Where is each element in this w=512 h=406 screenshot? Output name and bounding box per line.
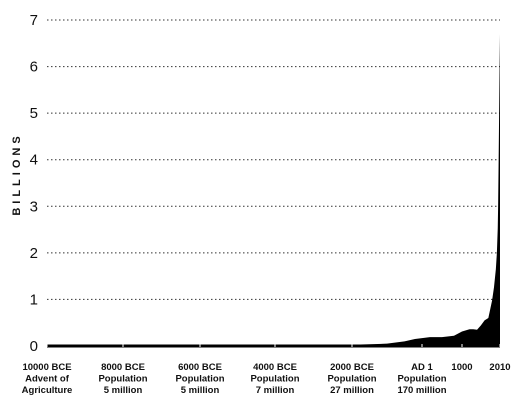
- y-tick-label-4: 4: [30, 152, 38, 169]
- x-tick-label-line: Agriculture: [22, 385, 73, 396]
- x-tick-label-line: 27 million: [330, 385, 374, 396]
- x-tick-label-4: 2000 BCE Population 27 million: [327, 362, 376, 396]
- x-tick-label-3: 4000 BCE Population 7 million: [250, 362, 299, 396]
- x-tick-label-line: 170 million: [397, 385, 446, 396]
- x-tick-label-2: 6000 BCE Population 5 million: [175, 362, 224, 396]
- x-tick-label-line: Advent of: [25, 374, 70, 385]
- x-tick-label-7: 2010: [489, 362, 510, 373]
- x-tick-label-1: 8000 BCE Population 5 million: [98, 362, 147, 396]
- y-axis-title: BILLIONS: [11, 132, 23, 215]
- x-tick-label-line: Population: [175, 374, 224, 385]
- x-tick-label-5: AD 1 Population 170 million: [397, 362, 446, 396]
- y-tick-label-6: 6: [30, 59, 38, 76]
- x-tick-label-line: Population: [397, 374, 446, 385]
- x-tick-label-line: 2010: [489, 362, 510, 373]
- x-tick-label-line: 5 million: [104, 385, 143, 396]
- x-tick-label-line: 2000 BCE: [330, 362, 374, 373]
- y-tick-label-7: 7: [30, 12, 38, 29]
- grid-lines: [47, 19, 500, 300]
- x-tick-label-line: 8000 BCE: [101, 362, 145, 373]
- x-tick-label-line: 1000: [451, 362, 472, 373]
- y-tick-label-0: 0: [30, 338, 38, 355]
- x-tick-label-line: 10000 BCE: [22, 362, 71, 373]
- x-tick-label-line: 6000 BCE: [178, 362, 222, 373]
- y-axis-ticks: 0 1 2 3 4 5 6 7: [30, 12, 38, 355]
- y-tick-label-3: 3: [30, 198, 38, 215]
- y-tick-label-1: 1: [30, 291, 38, 308]
- x-tick-label-line: Population: [250, 374, 299, 385]
- x-tick-label-6: 1000: [451, 362, 472, 373]
- x-tick-label-line: 5 million: [181, 385, 220, 396]
- y-tick-label-5: 5: [30, 105, 38, 122]
- x-tick-label-line: Population: [98, 374, 147, 385]
- population-area: [47, 33, 500, 348]
- x-tick-label-0: 10000 BCE Advent of Agriculture: [22, 362, 73, 396]
- y-tick-label-2: 2: [30, 245, 38, 262]
- x-tick-label-line: AD 1: [411, 362, 433, 373]
- x-axis-baseline: [47, 344, 500, 348]
- x-tick-label-line: 7 million: [256, 385, 295, 396]
- x-tick-label-line: Population: [327, 374, 376, 385]
- x-tick-label-line: 4000 BCE: [253, 362, 297, 373]
